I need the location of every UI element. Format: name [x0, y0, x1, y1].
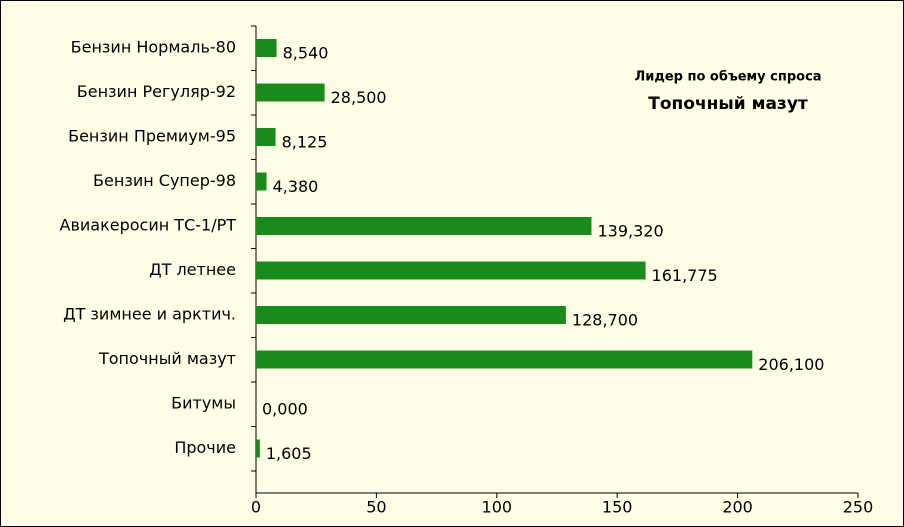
y-tick-label: ДТ летнее	[149, 260, 236, 279]
y-tick-label: Топочный мазут	[98, 349, 236, 368]
value-label: 139,320	[597, 222, 663, 241]
bar	[256, 39, 277, 57]
value-label: 0,000	[262, 400, 308, 419]
value-label: 161,775	[652, 266, 718, 285]
y-tick-label: Бензин Регуляр-92	[77, 82, 236, 101]
y-tick-label: Бензин Нормаль-80	[71, 38, 236, 57]
value-label: 8,125	[282, 133, 328, 152]
bar	[256, 83, 325, 102]
x-tick-label: 0	[251, 498, 261, 517]
bar	[256, 350, 753, 369]
x-tick-label: 100	[482, 498, 513, 517]
value-label: 8,540	[283, 44, 329, 63]
annotation-title: Лидер по объему спроса	[634, 70, 821, 85]
x-tick-label: 150	[602, 498, 633, 517]
y-tick-label: Прочие	[174, 438, 236, 457]
x-tick-label: 250	[843, 498, 874, 517]
x-tick-label: 200	[722, 498, 753, 517]
bar	[256, 439, 260, 458]
value-label: 1,605	[266, 444, 312, 463]
bar	[256, 217, 592, 235]
value-label: 28,500	[331, 88, 387, 107]
annotation-value: Топочный мазут	[648, 94, 808, 114]
bar	[256, 306, 566, 324]
value-label: 4,380	[273, 177, 319, 196]
x-tick-label: 50	[366, 498, 386, 517]
y-tick-label: Бензин Премиум-95	[68, 127, 236, 146]
bar	[256, 128, 276, 146]
value-label: 206,100	[758, 355, 824, 374]
y-tick-label: Авиакеросин ТС-1/РТ	[60, 216, 237, 235]
y-tick-label: Битумы	[171, 394, 236, 413]
y-tick-label: Бензин Супер-98	[93, 171, 236, 190]
bar	[256, 261, 646, 280]
y-tick-label: ДТ зимнее и арктич.	[63, 305, 236, 324]
bar	[256, 172, 267, 191]
value-label: 128,700	[572, 311, 638, 330]
